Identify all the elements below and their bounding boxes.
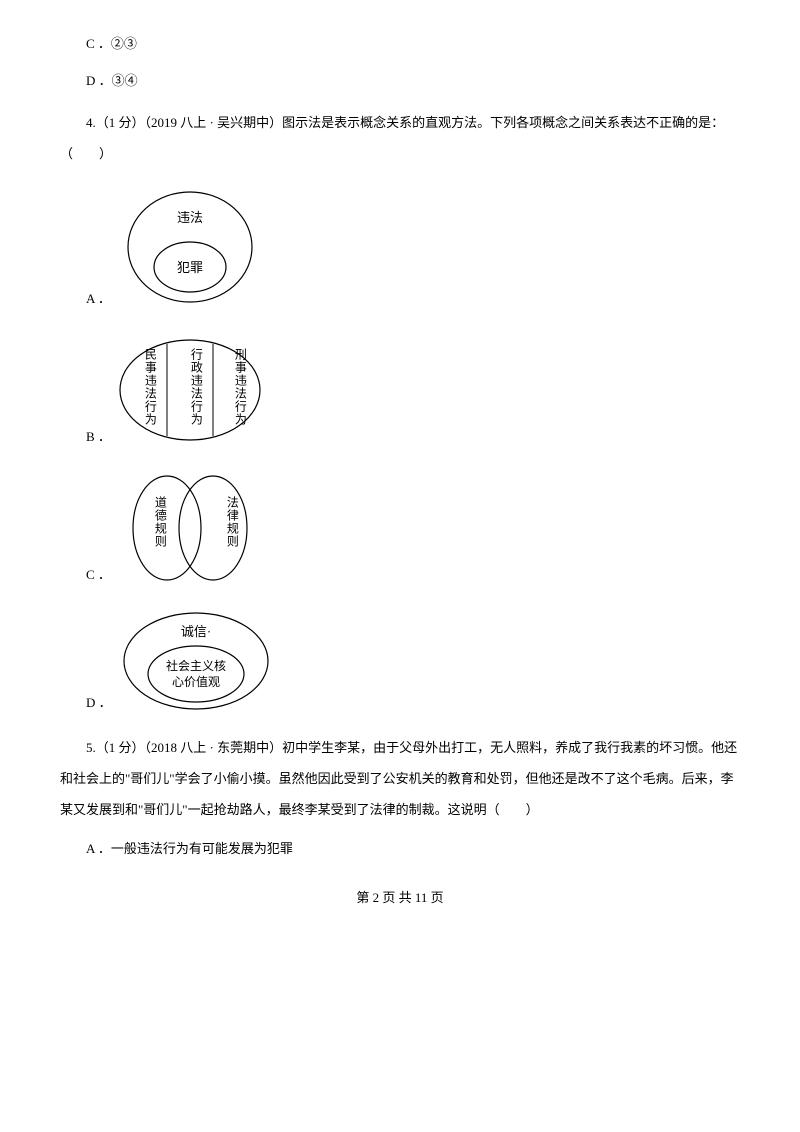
diagC-right: 法律规则 xyxy=(219,496,245,548)
q4-option-c: C ． 道德规则 法律规则 xyxy=(86,468,740,588)
diagA-inner-text: 犯罪 xyxy=(177,260,203,275)
q4-optA-label: A ． xyxy=(86,286,111,312)
option-d-top: D ．③④ xyxy=(60,67,740,96)
diagram-a: 违法 犯罪 xyxy=(115,182,265,312)
q5-text: 5.（1 分）（2018 八上 · 东莞期中）初中学生李某，由于父母外出打工，无… xyxy=(60,732,740,826)
q4-optB-label: B ． xyxy=(86,424,111,450)
q4-optC-label: C ． xyxy=(86,562,111,588)
diagB-col2: 行政违法行为 xyxy=(183,348,209,426)
diagD-b1: 社会主义核 xyxy=(166,658,226,673)
diagC-left: 道德规则 xyxy=(147,496,173,548)
diagram-d: 诚信· 社会主义核 心价值观 xyxy=(116,606,276,716)
q5-optA: A ．一般违法行为有可能发展为犯罪 xyxy=(60,835,740,864)
diagram-b: 民事违法行为 行政违法行为 刑事违法行为 xyxy=(115,330,265,450)
diagB-col1: 民事违法行为 xyxy=(137,348,163,426)
q4-option-a: A ． 违法 犯罪 xyxy=(86,182,740,312)
diagA-outer-text: 违法 xyxy=(177,210,203,225)
q4-optD-label: D ． xyxy=(86,690,112,716)
diagram-c: 道德规则 法律规则 xyxy=(115,468,265,588)
option-c-top: C ．②③ xyxy=(60,30,740,59)
page-container: C ．②③ D ．③④ 4.（1 分）（2019 八上 · 吴兴期中）图示法是表… xyxy=(0,0,800,932)
q4-text: 4.（1 分）（2019 八上 · 吴兴期中）图示法是表示概念关系的直观方法。下… xyxy=(60,107,740,169)
diagD-b2: 心价值观 xyxy=(172,674,220,689)
q4-option-d: D ． 诚信· 社会主义核 心价值观 xyxy=(86,606,740,716)
diagB-col3: 刑事违法行为 xyxy=(227,348,253,426)
q4-option-b: B ． 民事违法行为 行政违法行为 刑事违法行为 xyxy=(86,330,740,450)
diagD-top: 诚信· xyxy=(180,624,210,639)
page-footer: 第 2 页 共 11 页 xyxy=(60,884,740,913)
